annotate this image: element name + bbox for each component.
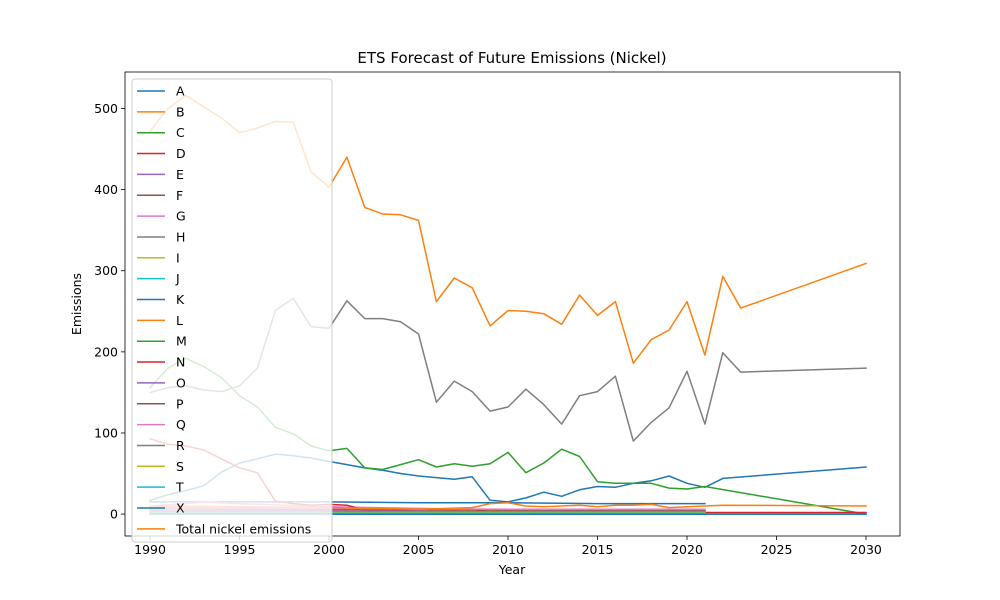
legend-entry-label: H	[176, 229, 185, 244]
legend-entry-label: A	[176, 84, 185, 99]
x-tick-label: 2005	[403, 542, 435, 557]
legend-box	[131, 78, 333, 543]
legend-entry-label: S	[176, 459, 184, 474]
y-tick-label: 200	[94, 344, 118, 359]
x-tick-label: 2010	[492, 542, 524, 557]
legend-entry-label: J	[175, 271, 180, 286]
legend-entry-label: M	[176, 334, 187, 349]
legend-entry-label: B	[176, 104, 185, 119]
x-tick-label: 2030	[850, 542, 882, 557]
axes-frame	[124, 71, 901, 537]
legend-entry-label: I	[176, 250, 180, 265]
x-axis-label: Year	[498, 562, 526, 577]
legend-entry-label: Total nickel emissions	[175, 521, 311, 536]
y-tick-label: 100	[94, 425, 118, 440]
legend-entry-label: O	[176, 375, 186, 390]
y-axis-label: Emissions	[69, 273, 84, 335]
series-line-21	[149, 501, 867, 510]
legend-entry-label: C	[176, 125, 185, 140]
x-axis-ticks: 1990 1995 2000 2005 2010 2015 2020 2025 2030	[134, 536, 882, 557]
legend-entry-label: L	[176, 313, 183, 328]
legend-entry-label: D	[176, 146, 186, 161]
legend-entry-label: T	[175, 480, 184, 495]
chart-title: ETS Forecast of Future Emissions (Nickel…	[357, 49, 666, 67]
y-tick-label: 400	[94, 182, 118, 197]
x-tick-label: 2015	[582, 542, 614, 557]
x-tick-label: 2000	[313, 542, 345, 557]
x-tick-label: 1990	[134, 542, 166, 557]
legend-entry-label: P	[176, 396, 184, 411]
legend-entry-label: R	[176, 438, 185, 453]
legend-entry-label: X	[176, 501, 185, 516]
y-axis-ticks: 0 100 200 300 400 500	[94, 101, 125, 522]
x-tick-label: 2025	[761, 542, 793, 557]
y-tick-label: 500	[94, 101, 118, 116]
x-tick-label: 1995	[224, 542, 256, 557]
legend-entry-label: F	[176, 188, 183, 203]
legend-entry-label: K	[176, 292, 185, 307]
x-tick-label: 2020	[671, 542, 703, 557]
legend-entry-label: Q	[176, 417, 186, 432]
legend-entry-label: N	[176, 355, 185, 370]
legend-entry-label: E	[176, 167, 184, 182]
y-tick-label: 300	[94, 263, 118, 278]
legend-entry-label: G	[176, 209, 186, 224]
y-tick-label: 0	[110, 507, 118, 522]
